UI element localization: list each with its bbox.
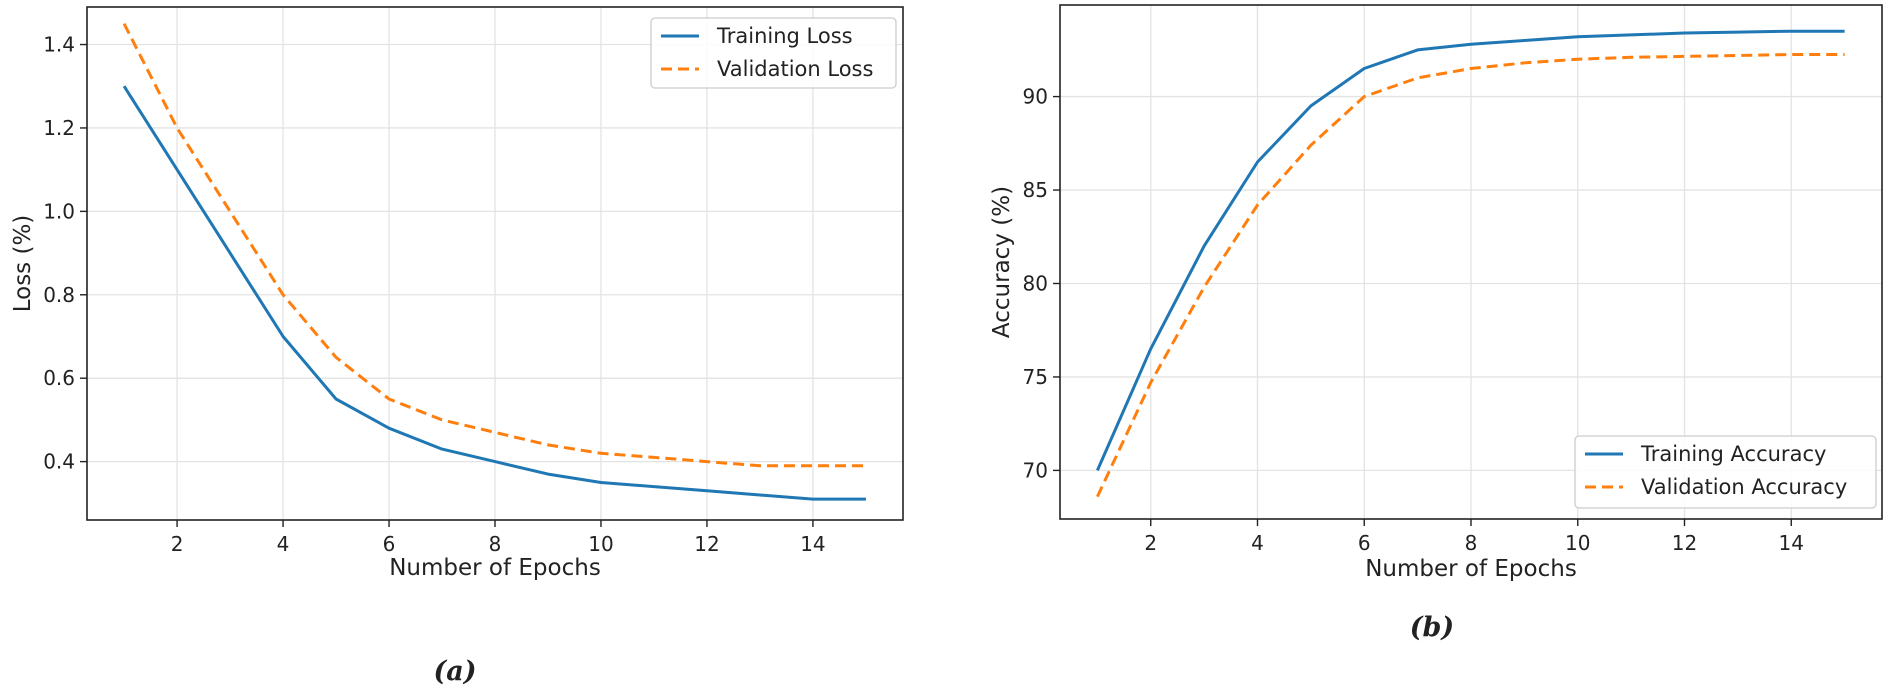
x-tick-label: 2	[171, 532, 184, 556]
y-tick-label: 1.0	[43, 199, 75, 223]
series-line-validation-accuracy	[1096, 53, 1845, 498]
x-tick-label: 14	[800, 532, 825, 556]
x-tick-label: 6	[1358, 531, 1371, 555]
y-tick-label: 85	[1023, 178, 1048, 202]
figure-caption: (a)	[433, 656, 476, 687]
x-axis-label: Number of Epochs	[1365, 556, 1577, 582]
x-axis-label: Number of Epochs	[389, 555, 601, 581]
y-axis-label: Loss (%)	[10, 215, 36, 313]
x-tick-label: 12	[694, 532, 719, 556]
x-tick-label: 8	[1465, 531, 1478, 555]
y-tick-label: 75	[1023, 365, 1048, 389]
y-axis-label: Accuracy (%)	[989, 186, 1015, 338]
y-tick-label: 1.2	[43, 116, 75, 140]
x-tick-label: 4	[277, 532, 290, 556]
x-tick-label: 12	[1672, 531, 1697, 555]
legend-label: Validation Accuracy	[1641, 475, 1847, 499]
x-tick-label: 2	[1144, 531, 1157, 555]
legend-label: Training Accuracy	[1640, 442, 1826, 466]
legend: Training Loss Validation Loss	[650, 17, 897, 89]
series-line-training-loss	[122, 85, 866, 501]
x-tick-label: 10	[1565, 531, 1590, 555]
legend-box	[1574, 435, 1877, 509]
legend-box	[650, 17, 897, 89]
y-tick-label: 70	[1023, 458, 1048, 482]
legend: Training Accuracy Validation Accuracy	[1574, 435, 1877, 509]
x-tick-label: 10	[588, 532, 613, 556]
y-tick-label: 0.4	[43, 450, 75, 474]
series-line-validation-loss	[122, 23, 866, 468]
chart-accuracy: 2 4 6 8 10 12 14 70 75 80 85 90 Number of Epochs Accu…	[989, 4, 1883, 643]
x-tick-label: 8	[489, 532, 502, 556]
y-tick-label: 80	[1023, 271, 1048, 295]
x-tick-label: 4	[1251, 531, 1264, 555]
y-tick-label: 90	[1023, 85, 1048, 109]
y-tick-label: 1.4	[43, 33, 75, 57]
series-line-training-accuracy	[1096, 29, 1845, 472]
y-tick-label: 0.6	[43, 366, 75, 390]
figure-caption: (b)	[1410, 612, 1454, 643]
x-tick-label: 14	[1779, 531, 1804, 555]
legend-label: Training Loss	[716, 24, 853, 48]
x-tick-label: 6	[383, 532, 396, 556]
y-tick-label: 0.8	[43, 283, 75, 307]
legend-label: Validation Loss	[717, 57, 873, 81]
chart-loss: 2 4 6 8 10 12 14 0.4 0.6 0.8 1.0 1.2 1.4 Number of Ep…	[10, 6, 904, 687]
